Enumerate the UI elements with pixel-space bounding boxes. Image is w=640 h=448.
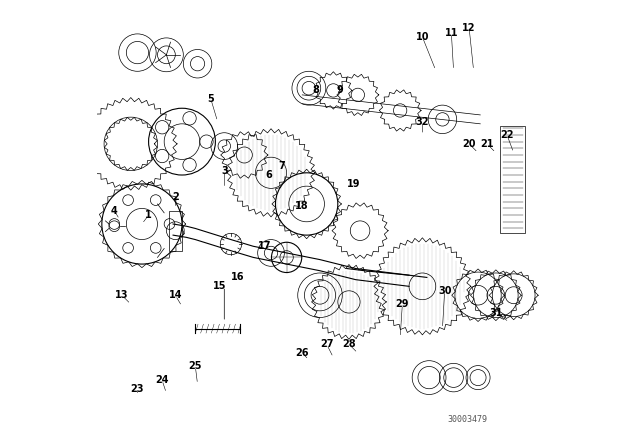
- Text: 4: 4: [111, 206, 118, 215]
- Bar: [168, 211, 182, 251]
- Text: 17: 17: [257, 241, 271, 251]
- Text: 21: 21: [480, 139, 493, 149]
- Text: 1: 1: [145, 210, 152, 220]
- Text: 22: 22: [500, 130, 514, 140]
- Text: 27: 27: [320, 339, 333, 349]
- Bar: [500, 126, 525, 233]
- Text: 29: 29: [396, 299, 409, 309]
- Text: 8: 8: [312, 86, 319, 95]
- Text: 5: 5: [207, 95, 214, 104]
- Text: 15: 15: [213, 281, 227, 291]
- Text: 30003479: 30003479: [447, 415, 487, 424]
- Text: 24: 24: [155, 375, 169, 385]
- Text: 2: 2: [172, 192, 179, 202]
- Text: 19: 19: [347, 179, 360, 189]
- Text: 6: 6: [266, 170, 272, 180]
- Text: 7: 7: [279, 161, 285, 171]
- Text: 16: 16: [231, 272, 244, 282]
- Text: 20: 20: [462, 139, 476, 149]
- Text: 18: 18: [296, 201, 309, 211]
- Text: 12: 12: [462, 23, 476, 33]
- Text: 11: 11: [445, 28, 458, 38]
- Text: 25: 25: [189, 362, 202, 371]
- Text: 31: 31: [489, 308, 502, 318]
- Text: 10: 10: [415, 32, 429, 42]
- Text: 14: 14: [168, 290, 182, 300]
- Text: 30: 30: [438, 286, 451, 296]
- Text: 3: 3: [221, 166, 228, 176]
- Text: 26: 26: [296, 348, 309, 358]
- Text: 23: 23: [131, 384, 144, 394]
- Text: 13: 13: [115, 290, 129, 300]
- Text: 28: 28: [342, 339, 356, 349]
- Text: 32: 32: [415, 116, 429, 127]
- Text: 9: 9: [337, 86, 344, 95]
